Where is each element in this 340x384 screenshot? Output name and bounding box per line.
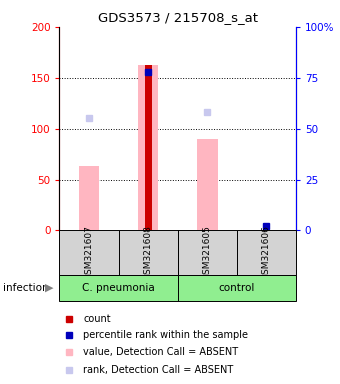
- Bar: [79, 166, 99, 230]
- Bar: [59, 275, 177, 301]
- Text: count: count: [83, 314, 111, 324]
- Bar: [177, 275, 296, 301]
- Bar: [177, 230, 237, 275]
- Text: ▶: ▶: [45, 283, 54, 293]
- Bar: [59, 230, 119, 275]
- Bar: [144, 65, 152, 230]
- Text: infection: infection: [3, 283, 49, 293]
- Bar: [138, 65, 158, 230]
- Text: GSM321608: GSM321608: [143, 225, 153, 280]
- Title: GDS3573 / 215708_s_at: GDS3573 / 215708_s_at: [98, 11, 258, 24]
- Text: C. pneumonia: C. pneumonia: [82, 283, 155, 293]
- Text: percentile rank within the sample: percentile rank within the sample: [83, 330, 248, 340]
- Text: GSM321605: GSM321605: [203, 225, 212, 280]
- Text: GSM321606: GSM321606: [262, 225, 271, 280]
- Text: GSM321607: GSM321607: [85, 225, 94, 280]
- Bar: [119, 230, 177, 275]
- Bar: [237, 230, 296, 275]
- Text: control: control: [219, 283, 255, 293]
- Text: value, Detection Call = ABSENT: value, Detection Call = ABSENT: [83, 347, 238, 357]
- Text: rank, Detection Call = ABSENT: rank, Detection Call = ABSENT: [83, 366, 233, 376]
- Bar: [197, 139, 218, 230]
